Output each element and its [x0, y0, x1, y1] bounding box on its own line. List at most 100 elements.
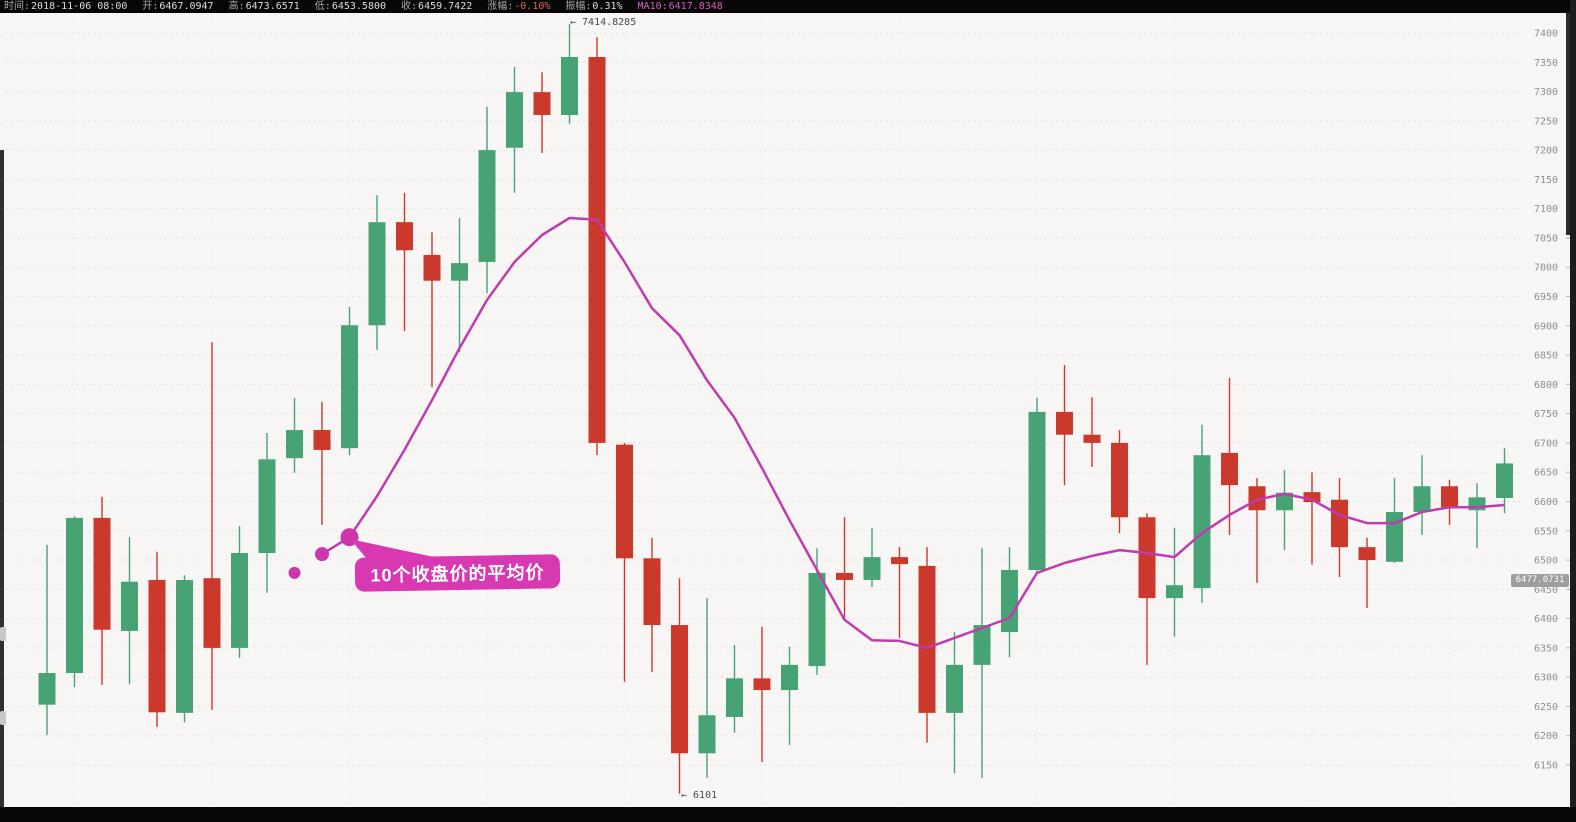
candlestick[interactable] — [1138, 517, 1156, 599]
candlestick[interactable] — [836, 572, 853, 580]
left-edge-glyph-fragment — [0, 711, 6, 725]
candlestick[interactable] — [726, 678, 743, 717]
info-value-low: 6453.5800 — [331, 1, 387, 12]
info-value-time: 2018-11-06 08:00 — [31, 1, 128, 12]
candlestick[interactable] — [286, 430, 303, 459]
candlestick[interactable] — [1413, 486, 1431, 513]
candlestick[interactable] — [753, 678, 771, 691]
axis-tick-label: 7250 — [1534, 116, 1558, 127]
info-value-open: 6467.0947 — [159, 1, 214, 12]
candlestick[interactable] — [808, 572, 826, 667]
candlestick[interactable] — [1056, 411, 1073, 435]
candlestick[interactable] — [1303, 492, 1321, 503]
axis-tick-label: 6150 — [1534, 761, 1558, 772]
axis-tick-label: 7400 — [1534, 29, 1558, 40]
ma10-line — [321, 216, 1505, 650]
info-value-ma10: 6417.8348 — [668, 1, 723, 12]
info-label-amplitude: 振幅: — [565, 1, 592, 12]
candlestick[interactable] — [1193, 455, 1211, 589]
current-price-tag: 6477.0731 — [1511, 574, 1569, 587]
ohlc-info-bar: 时间: 2018-11-06 08:00 开: 6467.0947 高: 6473.657… — [0, 0, 1576, 13]
candlestick[interactable] — [698, 715, 716, 754]
candlestick[interactable] — [533, 92, 551, 115]
candlestick[interactable] — [863, 557, 881, 580]
axis-tick-label: 6350 — [1534, 643, 1558, 654]
candlestick[interactable] — [616, 444, 633, 559]
candlestick[interactable] — [1221, 452, 1238, 486]
candlestick[interactable] — [478, 150, 496, 262]
axis-tick-label: 7150 — [1534, 175, 1558, 186]
axis-tick-label: 6200 — [1534, 731, 1558, 742]
info-item-change_pct: 涨幅: -0.10% — [487, 0, 550, 13]
candlestick[interactable] — [671, 625, 688, 754]
candlestick[interactable] — [258, 459, 276, 554]
axis-tick-label: 6400 — [1534, 614, 1558, 625]
ma10-dot — [315, 547, 329, 562]
candlestick[interactable] — [1441, 486, 1458, 508]
candlestick[interactable] — [1083, 434, 1101, 443]
candlestick[interactable] — [588, 57, 606, 443]
info-item-high: 高: 6473.6571 — [229, 0, 300, 13]
ma10-annotation-text: 10个收盘价的平均价 — [370, 562, 545, 586]
info-value-high: 6473.6571 — [245, 1, 300, 12]
candlestick[interactable] — [891, 557, 908, 565]
candlestick[interactable] — [203, 578, 221, 648]
candlestick[interactable] — [946, 664, 963, 713]
info-label-low: 低: — [314, 1, 331, 12]
candlestick[interactable] — [781, 664, 798, 691]
axis-tick-label: 7050 — [1534, 233, 1558, 244]
candlestick[interactable] — [121, 581, 138, 631]
axis-tick-label: 6850 — [1534, 351, 1558, 362]
candlestick[interactable] — [423, 254, 441, 281]
candlestick[interactable] — [313, 430, 331, 450]
axis-tick-label: 6700 — [1534, 438, 1558, 449]
candlestick[interactable] — [973, 625, 991, 665]
candlestick[interactable] — [1111, 442, 1128, 518]
bottom-bar — [0, 807, 1576, 822]
candlestick[interactable] — [368, 222, 386, 326]
candlestick[interactable] — [396, 222, 413, 251]
candlestick[interactable] — [451, 263, 468, 281]
candlestick[interactable] — [918, 565, 936, 713]
candlestick[interactable] — [93, 517, 111, 630]
info-item-close: 收: 6459.7422 — [401, 0, 472, 13]
axis-tick-label: 6900 — [1534, 321, 1558, 332]
candlestick[interactable] — [1001, 569, 1018, 633]
candlestick[interactable] — [231, 553, 248, 648]
peak-price-label: ← 7414.8285 — [570, 17, 637, 28]
candlestick[interactable] — [506, 92, 523, 148]
candlestick[interactable] — [1386, 512, 1403, 562]
ma10-annotation-box: 10个收盘价的平均价 — [354, 554, 561, 592]
info-item-time: 时间: 2018-11-06 08:00 — [4, 0, 127, 13]
candlestick[interactable] — [561, 57, 578, 115]
candlestick[interactable] — [1276, 492, 1293, 511]
axis-tick-label: 6800 — [1534, 380, 1558, 391]
axis-tick-label: 7000 — [1534, 263, 1558, 274]
candlestick[interactable] — [148, 579, 166, 713]
axis-tick-label: 7100 — [1534, 204, 1558, 215]
axis-tick-label: 6650 — [1534, 468, 1558, 479]
candlestick[interactable] — [1496, 463, 1513, 498]
info-item-ma10: MA10: 6417.8348 — [638, 0, 723, 13]
candlestick[interactable] — [1358, 547, 1376, 561]
ma10-dot — [288, 566, 301, 579]
candlestick[interactable] — [66, 517, 83, 674]
axis-tick-label: 6300 — [1534, 673, 1558, 684]
candlestick[interactable] — [341, 325, 358, 449]
candlestick[interactable] — [643, 558, 661, 626]
info-label-open: 开: — [142, 1, 159, 12]
candlestick[interactable] — [1331, 499, 1348, 548]
trough-price-label: ← 6101 — [681, 790, 718, 801]
candlestick[interactable] — [1248, 486, 1266, 511]
candlestick[interactable] — [1166, 585, 1183, 599]
axis-tick-label: 6450 — [1534, 585, 1558, 596]
candlestick[interactable] — [38, 673, 56, 705]
candlestick[interactable] — [176, 579, 193, 713]
candlestick[interactable] — [1028, 411, 1046, 570]
info-value-change_pct: -0.10% — [514, 1, 551, 12]
axis-tick-label: 6950 — [1534, 292, 1558, 303]
info-item-low: 低: 6453.5800 — [315, 0, 386, 13]
